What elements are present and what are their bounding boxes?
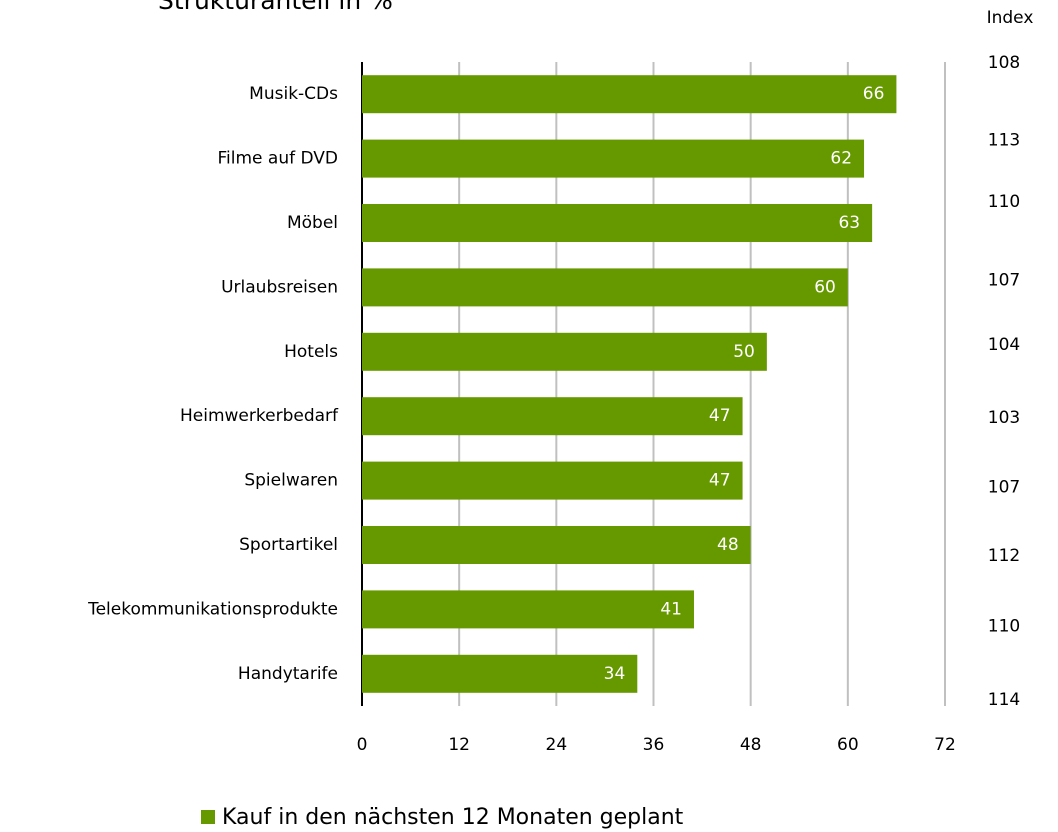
y-tick-label: Telekommunikationsprodukte bbox=[87, 599, 338, 619]
bar bbox=[362, 590, 694, 629]
bar bbox=[362, 75, 897, 114]
bar bbox=[362, 397, 743, 436]
bar bbox=[362, 654, 638, 693]
y-tick-label: Hotels bbox=[284, 342, 338, 362]
data-label: 48 bbox=[717, 535, 739, 555]
x-tick-label: 36 bbox=[643, 735, 665, 755]
index-value: 112 bbox=[988, 546, 1020, 566]
bar bbox=[362, 139, 865, 178]
index-value: 110 bbox=[988, 616, 1020, 636]
index-value: 113 bbox=[988, 131, 1020, 151]
data-label: 50 bbox=[733, 342, 755, 362]
index-value: 107 bbox=[988, 478, 1020, 498]
bar bbox=[362, 204, 873, 242]
y-tick-label: Handytarife bbox=[238, 664, 338, 684]
x-tick-label: 60 bbox=[837, 735, 859, 755]
chart-title: Strukturanteil in % bbox=[158, 0, 393, 15]
index-label: Index bbox=[987, 8, 1034, 28]
index-value: 104 bbox=[988, 335, 1020, 355]
data-label: 41 bbox=[660, 599, 682, 619]
data-label: 47 bbox=[709, 406, 731, 426]
x-tick-label: 72 bbox=[934, 735, 956, 755]
legend-label: Kauf in den nächsten 12 Monaten geplant bbox=[222, 805, 684, 830]
data-label: 34 bbox=[604, 664, 626, 684]
bar bbox=[362, 526, 751, 564]
data-label: 66 bbox=[863, 84, 885, 104]
index-value: 107 bbox=[988, 270, 1020, 290]
y-tick-label: Urlaubsreisen bbox=[221, 277, 338, 297]
data-label: 63 bbox=[838, 213, 860, 233]
y-tick-label: Heimwerkerbedarf bbox=[180, 406, 339, 426]
index-value: 108 bbox=[988, 53, 1020, 73]
index-value: 110 bbox=[988, 192, 1020, 212]
data-label: 47 bbox=[709, 471, 731, 491]
index-value: 103 bbox=[988, 408, 1020, 428]
legend-swatch bbox=[201, 810, 215, 824]
x-tick-label: 48 bbox=[740, 735, 762, 755]
data-label: 62 bbox=[830, 149, 852, 169]
y-tick-label: Musik-CDs bbox=[249, 84, 338, 104]
data-label: 60 bbox=[814, 277, 836, 297]
x-tick-label: 24 bbox=[546, 735, 568, 755]
x-tick-label: 0 bbox=[357, 735, 368, 755]
y-tick-label: Spielwaren bbox=[244, 471, 338, 491]
bar bbox=[362, 461, 743, 500]
bar bbox=[362, 332, 767, 371]
bar bbox=[362, 268, 848, 307]
y-tick-label: Möbel bbox=[287, 213, 338, 233]
index-value: 114 bbox=[988, 690, 1020, 710]
y-tick-label: Filme auf DVD bbox=[217, 149, 338, 169]
y-tick-label: Sportartikel bbox=[239, 535, 338, 555]
x-tick-label: 12 bbox=[448, 735, 470, 755]
